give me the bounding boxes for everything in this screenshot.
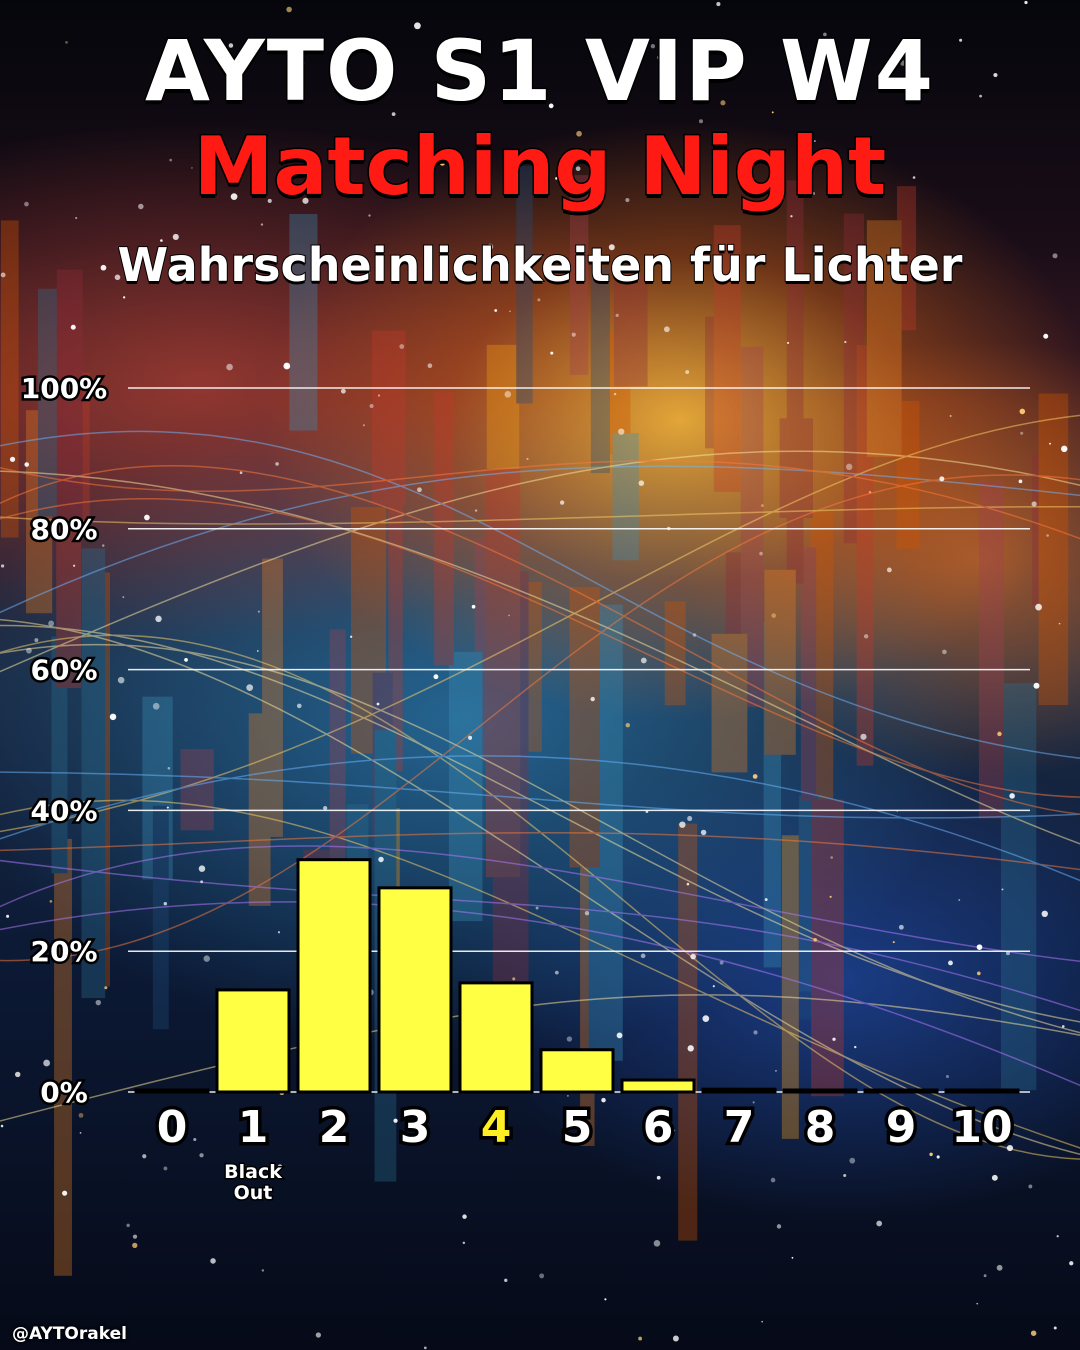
x-tick-label-4: 4 bbox=[481, 1102, 512, 1153]
grid-lines bbox=[128, 387, 1030, 1093]
annotation-1-line-1: Out bbox=[234, 1182, 273, 1204]
x-tick-label-7: 7 bbox=[724, 1102, 755, 1153]
bar-0 bbox=[134, 1088, 210, 1094]
x-axis: 0 1 2 3 4 5 6 7 8 9 10 bbox=[153, 1099, 1016, 1157]
bar-2 bbox=[296, 858, 372, 1094]
bar-3 bbox=[377, 886, 453, 1094]
x-tick-label-8: 8 bbox=[805, 1102, 836, 1153]
bar-6 bbox=[620, 1078, 696, 1094]
x-tick-label-10: 10 bbox=[951, 1102, 1012, 1153]
y-tick-label: 0% bbox=[40, 1076, 88, 1109]
x-tick-label-0: 0 bbox=[157, 1102, 188, 1153]
y-tick-label: 100% bbox=[21, 372, 108, 405]
bar-9 bbox=[863, 1088, 939, 1094]
y-tick-label: 60% bbox=[30, 654, 97, 687]
annotation-1-line-0: Black bbox=[224, 1161, 282, 1183]
x-tick-label-6: 6 bbox=[643, 1102, 674, 1153]
bar-1 bbox=[215, 988, 291, 1094]
y-axis: 0% 20% 40% 60% 80% 100% bbox=[18, 370, 110, 1112]
x-tick-label-5: 5 bbox=[562, 1102, 593, 1153]
bar-10 bbox=[944, 1088, 1020, 1094]
x-tick-label-9: 9 bbox=[886, 1102, 917, 1153]
x-tick-label-3: 3 bbox=[400, 1102, 431, 1153]
bar-5 bbox=[539, 1048, 615, 1094]
page-subtitle-2: Wahrscheinlichkeiten für Lichter bbox=[117, 237, 964, 293]
x-tick-label-1: 1 bbox=[238, 1102, 269, 1153]
y-tick-label: 80% bbox=[30, 513, 97, 546]
bar-7 bbox=[701, 1087, 777, 1094]
y-tick-label: 40% bbox=[30, 794, 97, 827]
bar-8 bbox=[782, 1088, 858, 1094]
page-title: AYTO S1 VIP W4 bbox=[143, 21, 936, 122]
bars bbox=[134, 858, 1020, 1094]
bar-4 bbox=[458, 981, 534, 1094]
x-tick-label-2: 2 bbox=[319, 1102, 350, 1153]
credit-handle: @AYTOrakel bbox=[12, 1324, 127, 1344]
y-tick-label: 20% bbox=[30, 935, 97, 968]
page-subtitle: Matching Night bbox=[192, 119, 888, 215]
